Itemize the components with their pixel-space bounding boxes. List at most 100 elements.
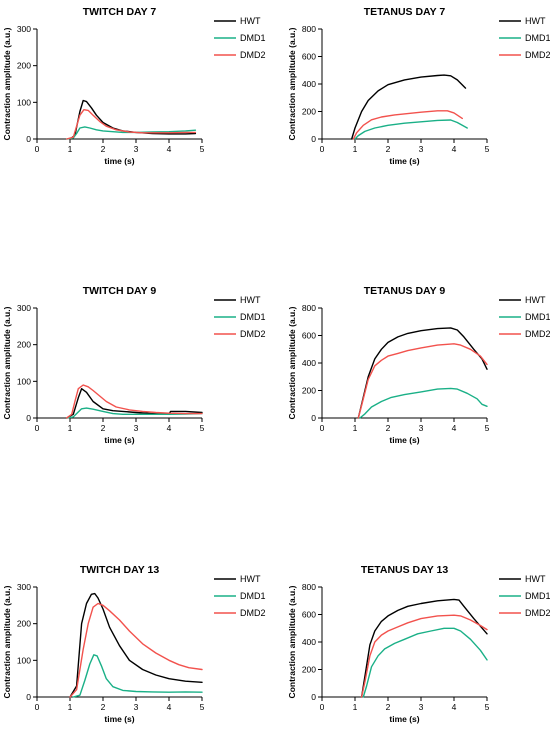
legend-label-dmd1: DMD1 <box>525 33 550 43</box>
x-tick-label: 5 <box>200 423 205 433</box>
x-tick-label: 1 <box>68 423 73 433</box>
x-tick-label: 0 <box>320 144 325 154</box>
legend-label-dmd2: DMD2 <box>240 329 266 339</box>
x-axis-label: time (s) <box>104 156 134 166</box>
series-line-hwt <box>360 598 488 698</box>
x-tick-label: 1 <box>353 702 358 712</box>
legend-label-hwt: HWT <box>240 295 261 305</box>
y-tick-label: 200 <box>17 619 31 629</box>
x-tick-label: 3 <box>134 702 139 712</box>
series-line-dmd2 <box>65 108 197 140</box>
y-axis-label: Contraction amplitude (a.u.) <box>2 306 12 419</box>
x-tick-label: 3 <box>134 423 139 433</box>
x-tick-label: 2 <box>386 702 391 712</box>
x-tick-label: 0 <box>320 702 325 712</box>
legend-label-dmd2: DMD2 <box>525 50 550 60</box>
y-tick-label: 0 <box>26 134 31 144</box>
chart-panel-1: TETANUS DAY 7 0 200 400 600 800 0 1 2 3 4 5 time (s)… <box>287 6 550 166</box>
x-tick-label: 3 <box>419 144 424 154</box>
y-tick-label: 400 <box>302 637 316 647</box>
y-axis-label: Contraction amplitude (a.u.) <box>2 27 12 140</box>
legend-label-dmd1: DMD1 <box>240 312 266 322</box>
y-tick-label: 600 <box>302 331 316 341</box>
legend-label-dmd1: DMD1 <box>240 33 266 43</box>
chart-title: TETANUS DAY 13 <box>361 564 448 576</box>
y-tick-label: 0 <box>311 692 316 702</box>
y-tick-label: 200 <box>17 61 31 71</box>
x-tick-label: 2 <box>386 144 391 154</box>
y-tick-label: 200 <box>302 665 316 675</box>
series-line-dmd1 <box>354 119 468 140</box>
chart-title: TETANUS DAY 7 <box>364 6 446 18</box>
x-tick-label: 0 <box>35 702 40 712</box>
series-line-hwt <box>65 388 203 419</box>
series-line-dmd2 <box>357 343 488 419</box>
series-line-hwt <box>357 327 488 419</box>
legend-label-dmd2: DMD2 <box>240 50 266 60</box>
y-tick-label: 200 <box>302 386 316 396</box>
x-tick-label: 4 <box>452 144 457 154</box>
y-axis-label: Contraction amplitude (a.u.) <box>287 27 297 140</box>
chart-panel-5: TETANUS DAY 13 0 200 400 600 800 0 1 2 3 4 5 time (s… <box>287 564 550 724</box>
chart-panel-3: TETANUS DAY 9 0 200 400 600 800 0 1 2 3 4 5 time (s)… <box>287 285 550 445</box>
legend-label-dmd2: DMD2 <box>240 608 266 618</box>
chart-panel-0: TWITCH DAY 7 0 100 200 300 0 1 2 3 4 5 time (s) Cont… <box>2 6 266 166</box>
series-line-dmd1 <box>359 387 488 419</box>
y-tick-label: 800 <box>302 24 316 34</box>
legend-label-hwt: HWT <box>525 574 546 584</box>
y-tick-label: 100 <box>17 376 31 386</box>
y-tick-label: 100 <box>17 655 31 665</box>
series-line-dmd1 <box>72 654 203 698</box>
y-tick-label: 400 <box>302 358 316 368</box>
y-tick-label: 800 <box>302 582 316 592</box>
x-tick-label: 4 <box>452 423 457 433</box>
x-tick-label: 4 <box>167 702 172 712</box>
y-tick-label: 600 <box>302 610 316 620</box>
legend-label-hwt: HWT <box>525 16 546 26</box>
x-tick-label: 4 <box>167 144 172 154</box>
legend-label-dmd1: DMD1 <box>525 312 550 322</box>
x-tick-label: 5 <box>485 144 490 154</box>
chart-title: TWITCH DAY 7 <box>83 6 157 18</box>
x-tick-label: 5 <box>200 144 205 154</box>
x-tick-label: 0 <box>35 144 40 154</box>
y-axis-label: Contraction amplitude (a.u.) <box>287 306 297 419</box>
series-line-dmd2 <box>352 110 463 140</box>
y-tick-label: 600 <box>302 52 316 62</box>
x-tick-label: 2 <box>101 702 106 712</box>
y-tick-label: 400 <box>302 79 316 89</box>
x-tick-label: 3 <box>419 702 424 712</box>
x-tick-label: 0 <box>35 423 40 433</box>
x-tick-label: 1 <box>68 144 73 154</box>
x-tick-label: 2 <box>101 423 106 433</box>
chart-title: TWITCH DAY 13 <box>80 564 160 576</box>
x-axis-label: time (s) <box>389 156 419 166</box>
x-axis-label: time (s) <box>389 435 419 445</box>
y-tick-label: 100 <box>17 97 31 107</box>
x-tick-label: 3 <box>134 144 139 154</box>
legend-label-dmd1: DMD1 <box>240 591 266 601</box>
series-line-dmd1 <box>65 407 203 419</box>
x-tick-label: 5 <box>200 702 205 712</box>
series-line-dmd1 <box>65 126 197 140</box>
y-tick-label: 0 <box>311 134 316 144</box>
x-tick-label: 0 <box>320 423 325 433</box>
chart-panel-4: TWITCH DAY 13 0 100 200 300 0 1 2 3 4 5 time (s) Con… <box>2 564 266 724</box>
x-tick-label: 3 <box>419 423 424 433</box>
x-tick-label: 1 <box>353 423 358 433</box>
series-line-dmd2 <box>69 602 203 698</box>
series-line-dmd1 <box>362 627 488 698</box>
y-tick-label: 800 <box>302 303 316 313</box>
y-tick-label: 0 <box>26 692 31 702</box>
legend-label-dmd2: DMD2 <box>525 329 550 339</box>
legend-label-dmd1: DMD1 <box>525 591 550 601</box>
series-line-hwt <box>69 99 197 140</box>
y-tick-label: 200 <box>302 107 316 117</box>
y-axis-label: Contraction amplitude (a.u.) <box>2 585 12 698</box>
x-tick-label: 4 <box>452 702 457 712</box>
series-line-hwt <box>69 592 203 698</box>
legend-label-hwt: HWT <box>240 574 261 584</box>
y-tick-label: 300 <box>17 303 31 313</box>
